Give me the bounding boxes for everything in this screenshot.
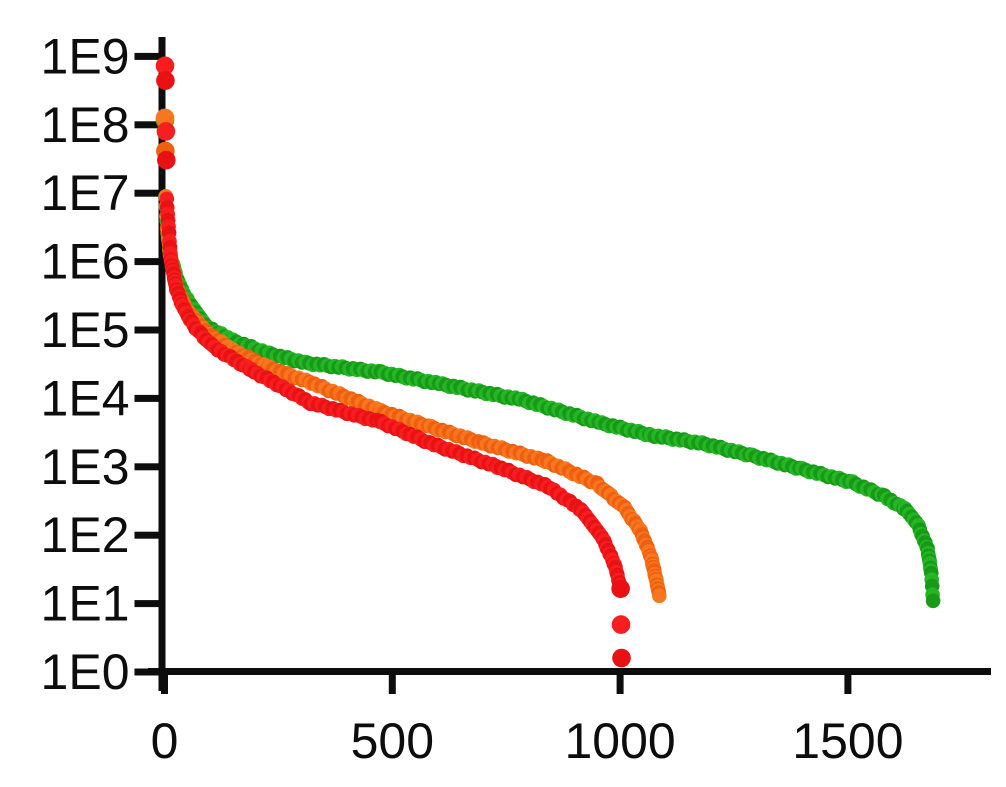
x-axis-tick	[161, 668, 168, 694]
y-axis-tick	[134, 52, 166, 60]
y-axis-tick	[134, 394, 166, 402]
y-axis-tick	[134, 121, 166, 129]
x-axis-tick	[844, 668, 852, 694]
x-axis-tick	[616, 668, 624, 694]
x-tick-label: 0	[151, 713, 179, 769]
y-tick-label: 1E3	[41, 439, 130, 495]
y-tick-label: 1E4	[41, 370, 130, 426]
y-axis-tick	[134, 189, 166, 197]
y-tick-label: 1E2	[41, 507, 130, 563]
orange-series	[155, 108, 667, 604]
y-axis-line	[158, 37, 166, 691]
y-tick-label: 1E0	[41, 644, 130, 700]
y-tick-label: 1E8	[41, 97, 130, 153]
y-axis-tick	[134, 600, 166, 608]
red-series	[155, 56, 631, 668]
x-tick-label: 1500	[792, 713, 903, 769]
x-tick-label: 1000	[564, 713, 675, 769]
y-tick-label: 1E6	[41, 234, 130, 290]
y-tick-label: 1E9	[41, 28, 130, 84]
y-axis-tick	[134, 326, 166, 334]
y-axis-tick	[134, 463, 166, 471]
y-tick-label: 1E7	[41, 165, 130, 221]
x-axis-tick	[388, 668, 396, 694]
y-axis-tick	[134, 531, 166, 539]
y-axis-tick	[134, 668, 166, 676]
x-tick-label: 500	[351, 713, 434, 769]
y-tick-label: 1E5	[41, 302, 130, 358]
y-tick-label: 1E1	[41, 576, 130, 632]
axes: 1E9 1E8 1E7 1E6 1E5 1E4 1E3 1E2 1E1 1E0 0 500 1000 15…	[41, 28, 991, 769]
x-axis-line	[148, 668, 991, 675]
y-axis-tick	[134, 258, 166, 266]
